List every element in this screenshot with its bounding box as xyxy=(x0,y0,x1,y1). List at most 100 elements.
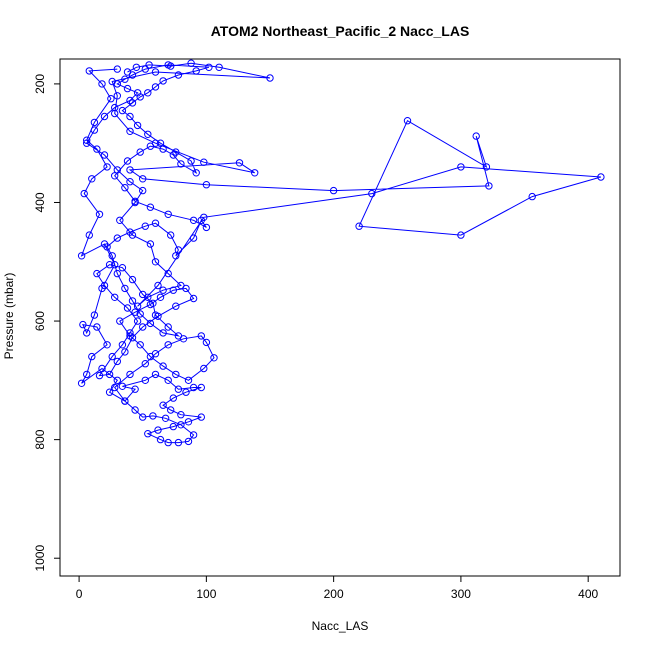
data-point xyxy=(126,112,134,121)
data-point xyxy=(146,319,155,328)
data-point xyxy=(123,157,132,165)
data-point xyxy=(83,139,91,147)
data-point xyxy=(77,252,86,260)
data-point xyxy=(172,370,180,379)
data-point xyxy=(368,189,376,198)
y-tick-label: 200 xyxy=(33,74,47,94)
data-point xyxy=(197,413,206,421)
data-point xyxy=(167,62,175,70)
data-point xyxy=(141,360,150,368)
data-point xyxy=(116,317,124,325)
data-point xyxy=(121,348,129,356)
data-point xyxy=(83,329,91,337)
data-point xyxy=(111,293,119,301)
data-point xyxy=(197,383,206,392)
data-point xyxy=(189,431,198,439)
data-point xyxy=(128,99,137,107)
data-point xyxy=(131,406,139,414)
data-point xyxy=(184,418,193,426)
data-point xyxy=(174,332,183,340)
data-point xyxy=(100,151,109,159)
data-point xyxy=(139,186,147,195)
data-point xyxy=(113,92,122,100)
data-point xyxy=(235,159,244,167)
data-point xyxy=(128,231,137,239)
data-point xyxy=(133,317,142,325)
data-point xyxy=(154,281,162,290)
data-point xyxy=(151,311,160,319)
data-point xyxy=(164,210,172,219)
data-point xyxy=(141,222,150,230)
data-point xyxy=(164,438,172,447)
chart-title: ATOM2 Northeast_Pacific_2 Nacc_LAS xyxy=(211,23,470,39)
data-point xyxy=(159,401,167,409)
data-point xyxy=(95,371,104,380)
plot-area xyxy=(77,59,605,447)
data-point xyxy=(90,118,99,127)
x-tick-label: 200 xyxy=(324,587,344,601)
data-point xyxy=(156,435,165,444)
series-line xyxy=(80,62,602,444)
data-point xyxy=(136,310,144,318)
data-point xyxy=(151,83,160,91)
data-point xyxy=(457,231,465,239)
data-point xyxy=(172,252,180,260)
data-point xyxy=(202,181,211,189)
data-point xyxy=(139,323,147,331)
x-tick-label: 400 xyxy=(578,587,598,601)
data-point xyxy=(77,379,86,387)
data-point xyxy=(149,299,157,307)
data-point xyxy=(197,332,206,340)
data-point xyxy=(205,63,213,72)
data-point xyxy=(131,308,139,316)
data-point xyxy=(149,412,157,420)
data-point xyxy=(83,370,91,379)
data-point xyxy=(126,166,134,174)
data-point xyxy=(457,163,465,171)
y-tick-label: 1000 xyxy=(33,545,47,572)
data-point xyxy=(145,61,153,69)
data-point xyxy=(144,130,152,139)
data-point xyxy=(111,103,119,112)
data-point xyxy=(85,67,94,75)
data-point xyxy=(169,286,178,294)
data-point xyxy=(113,376,122,384)
data-point xyxy=(103,163,111,171)
data-point xyxy=(103,341,111,349)
data-point xyxy=(182,388,190,396)
data-point xyxy=(329,186,338,195)
data-point xyxy=(118,341,127,349)
data-point xyxy=(167,231,175,239)
data-point xyxy=(161,414,170,422)
data-point xyxy=(136,341,144,349)
data-point xyxy=(151,370,160,379)
data-point xyxy=(154,426,162,434)
data-point xyxy=(146,352,155,361)
data-point xyxy=(151,219,160,227)
data-point xyxy=(200,158,208,166)
data-point xyxy=(177,160,185,168)
data-point xyxy=(159,362,167,370)
data-point xyxy=(108,77,116,86)
data-point xyxy=(172,302,180,310)
data-point xyxy=(113,234,122,242)
data-point xyxy=(139,175,147,183)
data-point xyxy=(174,385,183,393)
data-point xyxy=(164,341,172,349)
data-point xyxy=(116,216,124,225)
data-point xyxy=(133,89,142,97)
data-point xyxy=(88,175,96,183)
data-point xyxy=(159,286,167,294)
data-point xyxy=(156,139,165,147)
x-tick-label: 300 xyxy=(451,587,471,601)
data-point xyxy=(118,382,127,390)
data-point xyxy=(111,261,119,269)
data-point xyxy=(90,126,99,134)
data-point xyxy=(100,281,109,290)
data-point xyxy=(177,421,185,429)
data-point xyxy=(128,275,137,284)
data-point xyxy=(172,148,180,156)
data-point xyxy=(123,68,132,76)
x-tick-label: 100 xyxy=(196,587,216,601)
